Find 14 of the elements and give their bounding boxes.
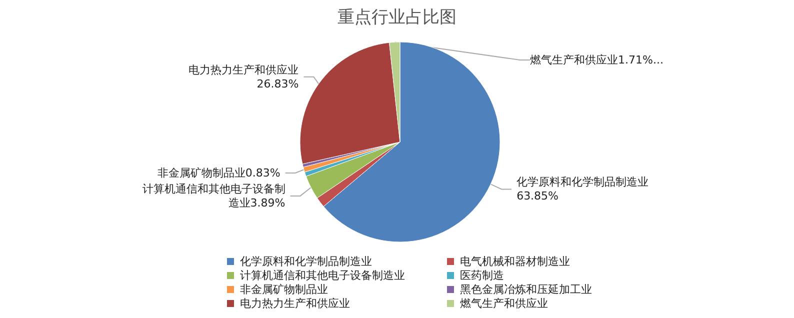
legend-label: 医药制造 — [460, 269, 504, 282]
data-label: 计算机通信和其他电子设备制造业3.89% — [142, 182, 286, 210]
legend-label: 燃气生产和供应业 — [460, 297, 548, 310]
data-label: 燃气生产和供应业1.71%... — [530, 54, 664, 66]
legend-label: 电力热力生产和供应业 — [240, 297, 350, 310]
chart-title: 重点行业占比图 — [338, 8, 456, 28]
data-label: 化学原料和化学制品制造业63.85% — [516, 176, 649, 203]
legend-label: 计算机通信和其他电子设备制造业 — [240, 269, 405, 282]
legend-label: 黑色金属冶炼和压延加工业 — [460, 283, 592, 296]
legend-label: 化学原料和化学制品制造业 — [240, 255, 372, 268]
legend-label: 非金属矿物制品业 — [240, 283, 328, 296]
legend-label: 电气机械和器材制造业 — [460, 255, 570, 268]
data-label: 非金属矿物制品业0.83% — [157, 166, 280, 180]
data-label: 电力热力生产和供应业26.83% — [188, 63, 299, 90]
